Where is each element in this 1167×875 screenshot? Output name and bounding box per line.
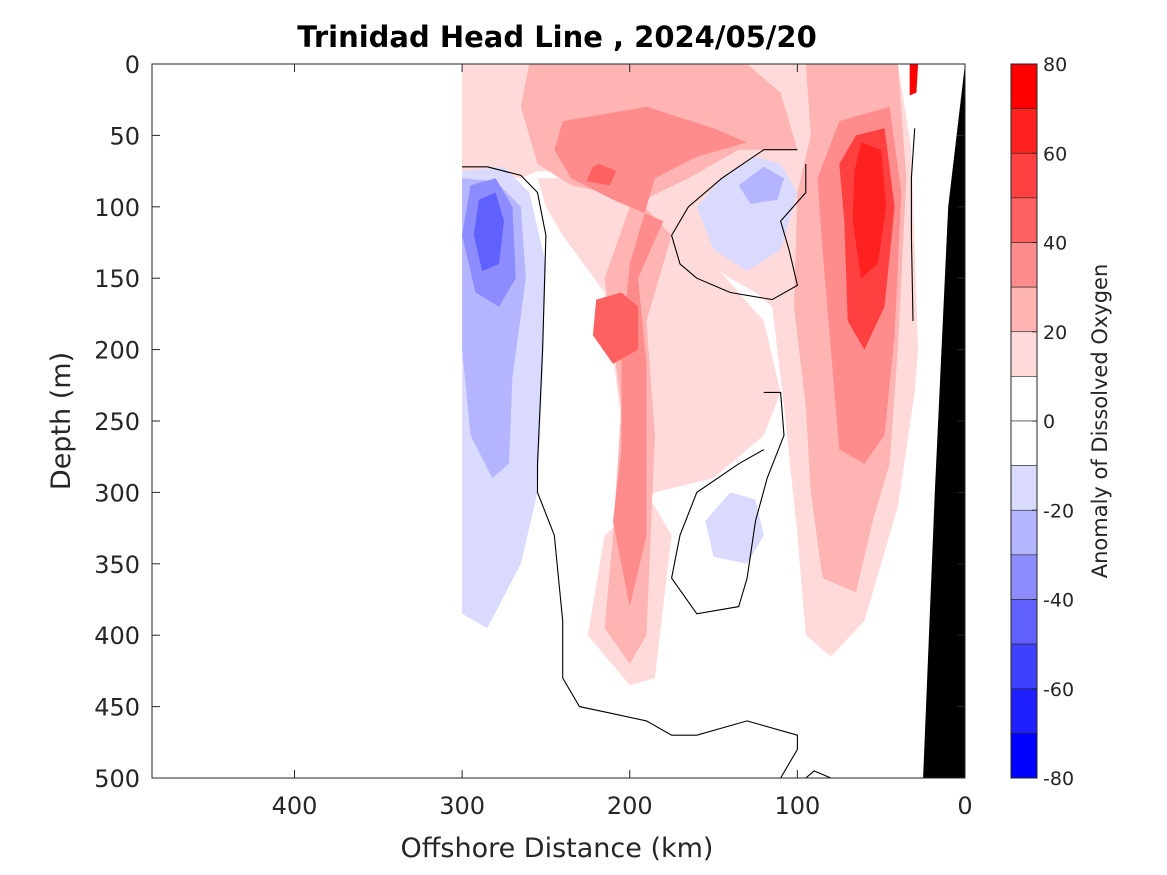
- colorbar-tick-label-80: 80: [1043, 54, 1067, 76]
- x-tick-label-200: 200: [607, 792, 653, 820]
- anomaly-regions: [462, 64, 919, 686]
- colorbar-swatch-60-70: [1010, 108, 1038, 154]
- colorbar-tick-label-40: 40: [1043, 233, 1067, 255]
- colorbar-tick-label-0: 0: [1043, 411, 1055, 433]
- positive-25-region: [520, 64, 798, 664]
- y-tick-label-450: 450: [94, 694, 140, 722]
- colorbar-label: Anomaly of Dissolved Oxygen: [1088, 264, 1112, 579]
- colorbar-swatch--50--40: [1010, 599, 1038, 645]
- positive-45-patch-region: [586, 164, 617, 186]
- colorbar-swatch--20--10: [1010, 465, 1038, 511]
- colorbar-swatch--10-0: [1010, 420, 1038, 466]
- colorbar-tick-label--40: -40: [1043, 590, 1074, 612]
- bathymetry-layer: [923, 64, 965, 778]
- zero-contour-west: [462, 166, 798, 778]
- coastal-positive-75-region: [909, 64, 919, 96]
- colorbar-swatch-40-50: [1010, 197, 1038, 243]
- y-tick-label-500: 500: [94, 765, 140, 793]
- colorbar-swatch-30-40: [1010, 242, 1038, 288]
- chart-title: Trinidad Head Line , 2024/05/20: [297, 20, 817, 54]
- colorbar-swatch-70-80: [1010, 63, 1038, 109]
- colorbar-swatch-20-30: [1010, 286, 1038, 333]
- positive-45-core-region: [592, 292, 639, 364]
- colorbar-swatch--40--30: [1010, 554, 1038, 600]
- zero-contour-bottom: [805, 770, 832, 778]
- plot-area: 400 300 200 100 0 0 50 100 150 200 250 300 350 400 45…: [94, 51, 972, 820]
- colorbar-swatch-0-10: [1010, 376, 1038, 422]
- x-tick-label-300: 300: [439, 792, 485, 820]
- mid-negative-25-region: [738, 166, 784, 204]
- x-tick-label-100: 100: [774, 792, 820, 820]
- colorbar-tick-label-20: 20: [1043, 322, 1067, 344]
- y-axis: 0 50 100 150 200 250 300 350 400 450 500: [94, 51, 965, 793]
- colorbar-swatch--60--50: [1010, 643, 1038, 690]
- nearshore-positive-65-region: [852, 142, 887, 279]
- colorbar-tick-label--60: -60: [1043, 679, 1074, 701]
- colorbar-swatch-50-60: [1010, 152, 1038, 199]
- colorbar-swatch--30--20: [1010, 509, 1038, 556]
- y-tick-label-350: 350: [94, 551, 140, 579]
- central-positive-tongue-region: [537, 178, 781, 686]
- x-axis-label: Offshore Distance (km): [401, 833, 714, 864]
- y-tick-label-250: 250: [94, 408, 140, 436]
- y-tick-label-50: 50: [109, 122, 140, 150]
- y-tick-label-150: 150: [94, 265, 140, 293]
- y-tick-label-400: 400: [94, 622, 140, 650]
- zero-contour-coastal: [910, 128, 916, 322]
- colorbar-tick-label-60: 60: [1043, 143, 1067, 165]
- zero-contours: [462, 128, 916, 778]
- deep-negative-15-region: [705, 492, 764, 564]
- colorbar-swatch-10-20: [1010, 331, 1038, 377]
- x-tick-label-400: 400: [272, 792, 318, 820]
- x-tick-label-0: 0: [957, 792, 972, 820]
- colorbar-tick-label--80: -80: [1043, 768, 1074, 790]
- positive-35-region: [554, 106, 748, 607]
- x-axis: 400 300 200 100 0: [272, 64, 973, 820]
- zero-contour-deep-loop: [671, 391, 785, 615]
- colorbar-swatch--80--70: [1010, 733, 1038, 779]
- seafloor-bathymetry: [923, 64, 965, 778]
- y-tick-label-200: 200: [94, 337, 140, 365]
- y-axis-label: Depth (m): [46, 352, 77, 490]
- y-tick-label-100: 100: [94, 194, 140, 222]
- colorbar-tick-label--20: -20: [1043, 500, 1074, 522]
- y-tick-label-300: 300: [94, 479, 140, 507]
- offshore-negative-45-region: [473, 192, 504, 272]
- colorbar: 80 60 40 20 0 -20 -40 -60 -80: [1010, 54, 1074, 790]
- colorbar-swatch--70--60: [1010, 688, 1038, 734]
- zero-contour-loop: [671, 149, 807, 301]
- y-tick-label-0: 0: [125, 51, 140, 79]
